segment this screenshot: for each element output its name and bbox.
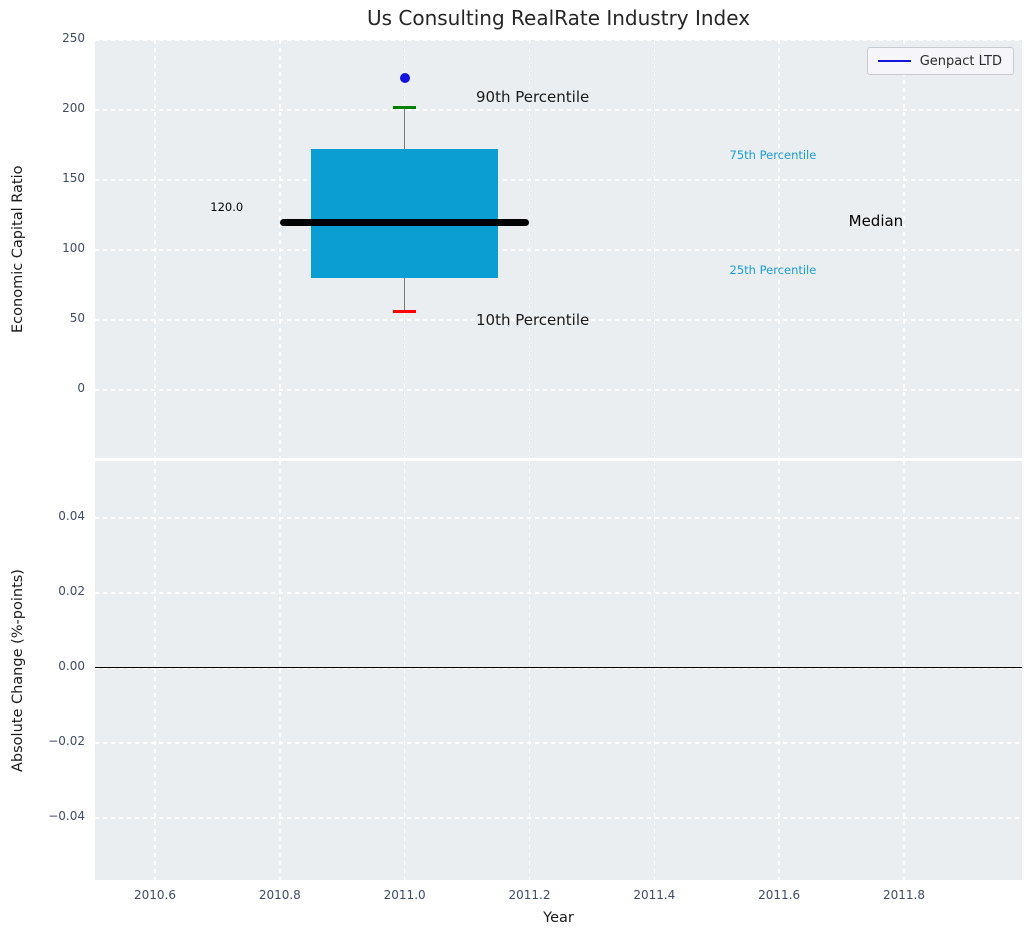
legend-line-sample-icon	[877, 60, 911, 62]
legend-label: Genpact LTD	[919, 53, 1002, 69]
gridline-horizontal	[95, 39, 1022, 41]
gridline-horizontal	[95, 517, 1022, 519]
x-axis-label: Year	[543, 910, 574, 926]
gridline-horizontal	[95, 817, 1022, 819]
zero-line	[95, 667, 1022, 669]
boxplot-box	[311, 149, 499, 278]
annotation-median-label: Median	[848, 211, 904, 230]
y-tick-label: 0	[77, 381, 85, 395]
annotation-p75-label: 75th Percentile	[729, 147, 817, 162]
x-tick-label: 2011.2	[508, 888, 551, 902]
gridline-vertical	[653, 40, 656, 458]
x-tick-label: 2010.8	[258, 888, 301, 902]
gridline-horizontal	[95, 742, 1022, 744]
y-tick-label: −0.02	[48, 734, 85, 748]
x-tick-label: 2011.8	[883, 888, 925, 902]
y-tick-label: −0.04	[48, 809, 85, 823]
gridline-vertical	[528, 40, 531, 458]
bottom-y-axis-label: Absolute Change (%-points)	[10, 569, 26, 772]
bottom-axes-background	[95, 461, 1022, 880]
gridline-vertical	[903, 461, 905, 880]
boxplot-median-line	[279, 218, 530, 226]
y-tick-label: 50	[69, 311, 85, 325]
x-tick-label: 2011.6	[758, 888, 801, 902]
boxplot-cap-90th	[393, 105, 416, 109]
gridline-vertical	[154, 461, 156, 880]
chart-title: Us Consulting RealRate Industry Index	[366, 6, 751, 30]
annotation-p90-label: 90th Percentile	[475, 88, 590, 107]
gridline-vertical	[403, 461, 406, 880]
y-tick-label: 100	[62, 241, 85, 255]
gridline-vertical	[279, 40, 281, 458]
gridline-horizontal	[95, 179, 1022, 181]
gridline-horizontal	[95, 592, 1022, 594]
annotation-p25-label: 25th Percentile	[729, 262, 817, 277]
y-tick-label: 250	[62, 31, 85, 45]
y-tick-label: 0.02	[58, 584, 85, 598]
company-data-point	[399, 72, 410, 83]
gridline-vertical	[778, 40, 780, 458]
y-tick-label: 150	[62, 171, 85, 185]
y-tick-label: 0.04	[58, 509, 85, 523]
x-tick-label: 2011.4	[633, 888, 676, 902]
x-tick-label: 2011.0	[383, 888, 426, 902]
gridline-horizontal	[95, 319, 1022, 321]
annotation-p10-label: 10th Percentile	[475, 311, 590, 329]
legend: Genpact LTD	[866, 47, 1014, 75]
boxplot-cap-10th	[393, 310, 416, 314]
gridline-vertical	[653, 461, 656, 880]
gridline-horizontal	[95, 249, 1022, 251]
gridline-vertical	[154, 40, 156, 458]
gridline-horizontal	[95, 389, 1022, 391]
top-y-axis-label: Economic Capital Ratio	[10, 165, 26, 333]
y-tick-label: 0.00	[58, 659, 85, 673]
x-tick-label: 2010.6	[134, 888, 176, 902]
gridline-vertical	[279, 461, 281, 880]
gridline-horizontal	[95, 109, 1022, 111]
gridline-vertical	[528, 461, 531, 880]
gridline-vertical	[903, 40, 905, 458]
annotation-median-value-label: 120.0	[210, 200, 244, 215]
y-tick-label: 200	[62, 101, 85, 115]
gridline-vertical	[778, 461, 780, 880]
